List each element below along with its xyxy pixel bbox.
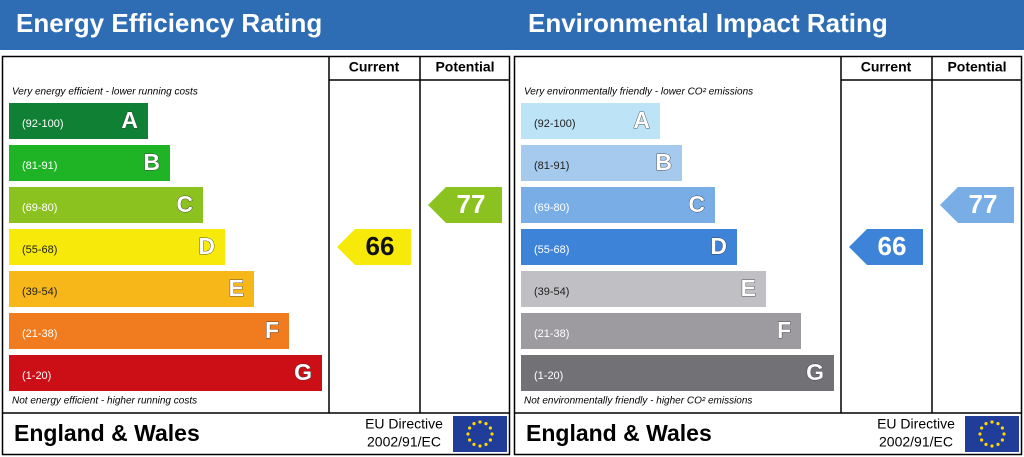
band-letter: C — [176, 191, 193, 217]
flag-star — [1000, 438, 1004, 442]
column-header: Potential — [435, 59, 494, 75]
rating-band — [9, 313, 289, 349]
flag-star — [490, 432, 494, 436]
band-range: (1-20) — [534, 370, 563, 382]
bottom-note: Not environmentally friendly - higher CO… — [524, 396, 752, 407]
rating-band — [9, 187, 203, 223]
band-letter: E — [741, 275, 756, 301]
flag-star — [472, 442, 476, 446]
current-value: 66 — [366, 231, 395, 261]
band-letter: E — [229, 275, 244, 301]
band-letter: G — [294, 359, 312, 385]
band-letter: D — [710, 233, 727, 259]
rating-band — [9, 355, 322, 391]
band-range: (81-91) — [534, 160, 569, 172]
band-letter: F — [265, 317, 279, 343]
flag-star — [990, 420, 994, 424]
band-range: (92-100) — [22, 118, 64, 130]
band-range: (69-80) — [534, 202, 569, 214]
rating-band — [9, 271, 254, 307]
rating-band — [521, 145, 682, 181]
current-arrow — [849, 229, 923, 265]
band-letter: D — [198, 233, 215, 259]
region: England & Wales — [526, 420, 712, 446]
band-letter: C — [688, 191, 705, 217]
flag-star — [1000, 426, 1004, 430]
flag-star — [984, 422, 988, 426]
band-range: (55-68) — [534, 244, 569, 256]
band-range: (21-38) — [534, 328, 569, 340]
potential-value: 77 — [457, 189, 486, 219]
potential-arrow — [940, 187, 1014, 223]
column-header: Current — [861, 59, 912, 75]
panel-title: Environmental Impact Rating — [528, 8, 888, 38]
band-letter: G — [806, 359, 824, 385]
top-note: Very energy efficient - lower running co… — [12, 87, 198, 98]
title-bar — [512, 0, 1024, 50]
current-arrow — [337, 229, 411, 265]
band-range: (69-80) — [22, 202, 57, 214]
band-letter: A — [633, 107, 650, 133]
directive: EU Directive — [877, 416, 955, 432]
rating-band — [9, 229, 225, 265]
band-range: (21-38) — [22, 328, 57, 340]
band-range: (39-54) — [22, 286, 57, 298]
rating-band — [521, 355, 834, 391]
flag-star — [996, 442, 1000, 446]
panel-title: Energy Efficiency Rating — [16, 8, 322, 38]
rating-band — [521, 187, 715, 223]
flag-star — [484, 442, 488, 446]
flag-star — [996, 422, 1000, 426]
rating-band — [521, 229, 737, 265]
rating-band — [521, 271, 766, 307]
flag-star — [978, 432, 982, 436]
band-range: (1-20) — [22, 370, 51, 382]
flag-star — [478, 420, 482, 424]
flag-star — [984, 442, 988, 446]
band-range: (81-91) — [22, 160, 57, 172]
flag-star — [472, 422, 476, 426]
band-letter: F — [777, 317, 791, 343]
flag-star — [980, 438, 984, 442]
flag-star — [478, 444, 482, 448]
flag-star — [980, 426, 984, 430]
bottom-note: Not energy efficient - higher running co… — [12, 396, 197, 407]
current-value: 66 — [878, 231, 907, 261]
flag-star — [488, 438, 492, 442]
column-header: Potential — [947, 59, 1006, 75]
flag-star — [1002, 432, 1006, 436]
rating-band — [521, 103, 660, 139]
top-note: Very environmentally friendly - lower CO… — [524, 87, 753, 98]
band-range: (39-54) — [534, 286, 569, 298]
flag-star — [466, 432, 470, 436]
flag-star — [484, 422, 488, 426]
band-letter: B — [143, 149, 160, 175]
band-letter: A — [121, 107, 138, 133]
rating-band — [9, 145, 170, 181]
title-bar — [0, 0, 512, 50]
rating-band — [9, 103, 148, 139]
region: England & Wales — [14, 420, 200, 446]
flag-star — [468, 426, 472, 430]
directive-code: 2002/91/EC — [367, 434, 441, 450]
band-range: (55-68) — [22, 244, 57, 256]
flag-star — [990, 444, 994, 448]
column-header: Current — [349, 59, 400, 75]
potential-arrow — [428, 187, 502, 223]
directive-code: 2002/91/EC — [879, 434, 953, 450]
potential-value: 77 — [969, 189, 998, 219]
flag-star — [488, 426, 492, 430]
band-letter: B — [655, 149, 672, 175]
directive: EU Directive — [365, 416, 443, 432]
rating-band — [521, 313, 801, 349]
flag-star — [468, 438, 472, 442]
band-range: (92-100) — [534, 118, 576, 130]
